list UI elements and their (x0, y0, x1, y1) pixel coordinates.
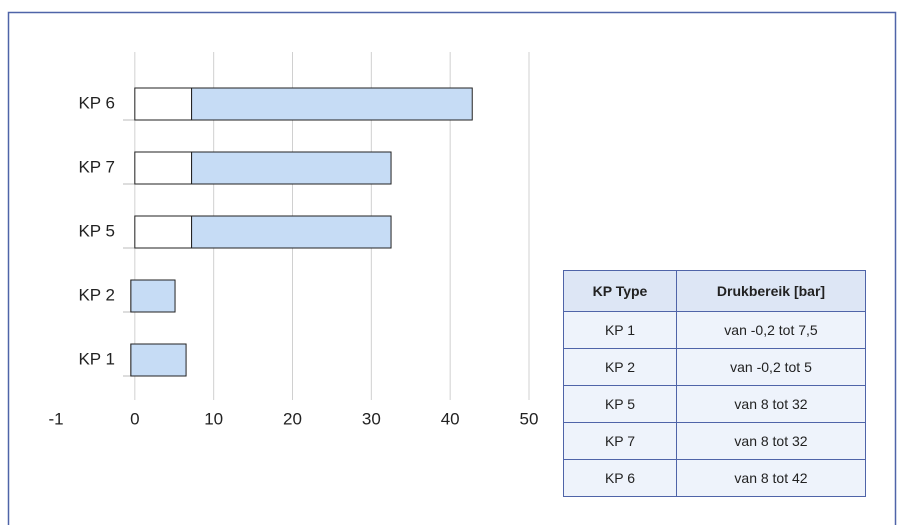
range-bar (130, 279, 176, 313)
cell: van -0,2 tot 7,5 (676, 311, 866, 349)
row: KP 2 van -0,2 tot 5 (563, 348, 866, 386)
range-bar (191, 87, 473, 121)
row: KP 1 van -0,2 tot 7,5 (563, 311, 866, 349)
cell: KP 2 (563, 348, 677, 386)
base-bar (134, 215, 193, 249)
row: KP 7 van 8 tot 32 (563, 422, 866, 460)
x-tick-label: 20 (283, 409, 302, 428)
base-bar (134, 87, 193, 121)
x-tick-label: 30 (362, 409, 381, 428)
cell: KP 7 (563, 422, 677, 460)
range-table: KP Type Drukbereik [bar] KP 1 van -0,2 tot … (563, 270, 866, 497)
x-tick-label: 10 (204, 409, 223, 428)
x-tick-label: 40 (441, 409, 460, 428)
cell: KP 5 (563, 385, 677, 423)
category-label: KP 6 (78, 93, 115, 112)
x-tick-label: 50 (520, 409, 539, 428)
category-label: KP 1 (78, 349, 115, 368)
frame (7, 11, 897, 525)
range-bar (130, 343, 187, 377)
x-tick-label: 0 (130, 409, 139, 428)
range-bar (191, 151, 392, 185)
category-label: KP 2 (78, 285, 115, 304)
row: KP 6 van 8 tot 42 (563, 459, 866, 497)
category-label: KP 7 (78, 157, 115, 176)
cell: van 8 tot 42 (676, 459, 866, 497)
category-label: KP 5 (78, 221, 115, 240)
x-tick-label: -1 (48, 409, 63, 428)
base-bar (134, 151, 193, 185)
row: KP 5 van 8 tot 32 (563, 385, 866, 423)
range-bar (191, 215, 392, 249)
column-header: KP Type (563, 270, 677, 312)
column-header: Drukbereik [bar] (676, 270, 866, 312)
cell: van 8 tot 32 (676, 422, 866, 460)
cell: KP 1 (563, 311, 677, 349)
cell: van -0,2 tot 5 (676, 348, 866, 386)
cell: van 8 tot 32 (676, 385, 866, 423)
cell: KP 6 (563, 459, 677, 497)
